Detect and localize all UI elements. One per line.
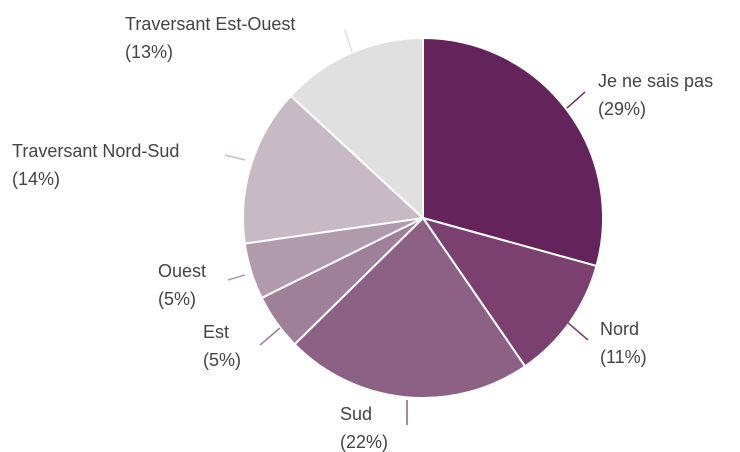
pie-slice <box>420 216 598 368</box>
slice-label: Est <box>203 322 229 342</box>
leader-line <box>566 91 586 109</box>
slice-value-label: (13%) <box>125 42 173 62</box>
leader-line <box>259 327 281 346</box>
pie-slice <box>422 36 604 268</box>
leader-line <box>227 274 246 281</box>
slice-label: Traversant Nord-Sud <box>12 141 179 161</box>
slice-label: Nord <box>600 319 639 339</box>
leader-line <box>344 29 353 53</box>
slice-value-label: (11%) <box>600 347 647 367</box>
leader-line <box>224 154 246 161</box>
slice-label: Je ne sais pas <box>598 71 713 91</box>
leader-line <box>566 321 589 341</box>
slice-value-label: (5%) <box>158 289 196 309</box>
slice-value-label: (22%) <box>340 432 388 452</box>
pie-slice <box>289 36 424 221</box>
slice-value-label: (14%) <box>12 169 60 189</box>
pie-slice <box>242 94 426 245</box>
slice-label: Ouest <box>158 261 206 281</box>
slice-value-label: (5%) <box>203 350 241 370</box>
slice-label: Traversant Est-Ouest <box>125 14 295 34</box>
slice-label: Sud <box>340 404 372 424</box>
slice-value-label: (29%) <box>598 99 646 119</box>
pie-slice <box>293 216 527 399</box>
